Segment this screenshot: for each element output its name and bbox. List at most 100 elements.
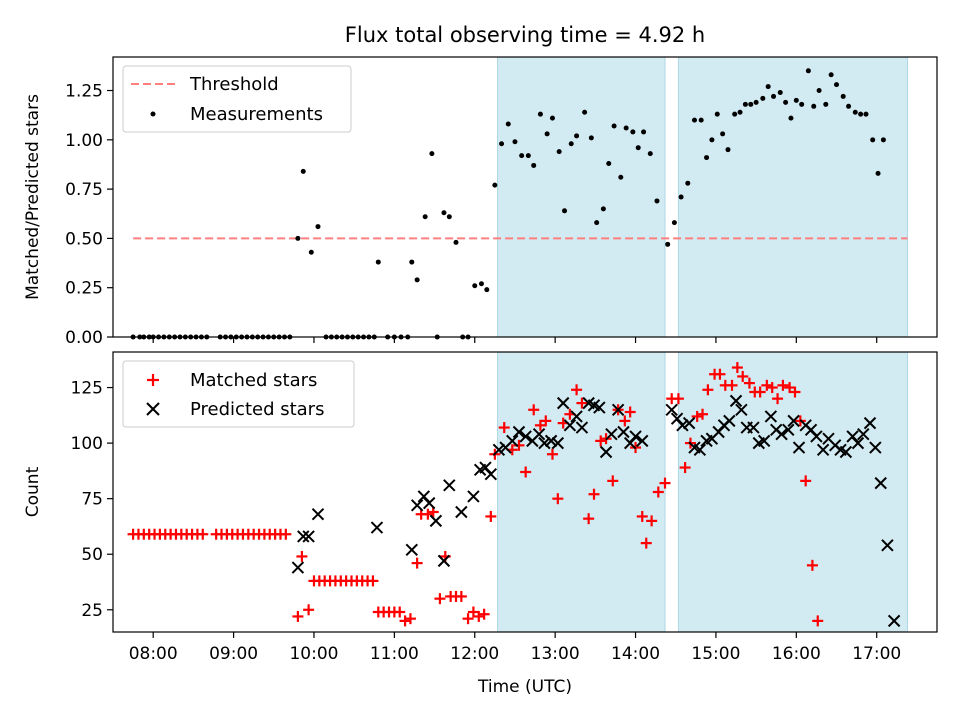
- predicted-star-point: [782, 423, 795, 436]
- bottom-axes: 25 50 75 100 125 08:00 09:00 10:00 11:00 12:00 13:…: [71, 351, 938, 664]
- x-tick-label: 13:00: [531, 644, 580, 664]
- matched-star-point: [367, 575, 379, 587]
- x-tick-label: 11:00: [370, 644, 419, 664]
- measurement-point: [788, 115, 794, 121]
- measurement-point: [777, 89, 783, 95]
- top-shaded-interval: [497, 56, 666, 338]
- matched-star-point: [462, 613, 474, 625]
- top-legend: Threshold Measurements: [122, 65, 352, 133]
- predicted-star-point: [887, 614, 901, 628]
- predicted-star-point: [682, 416, 696, 430]
- threshold-legend-label: Threshold: [189, 74, 279, 95]
- measurement-point: [720, 131, 726, 137]
- predicted-star-point: [467, 490, 480, 503]
- bot-y-tick-label: 50: [81, 545, 103, 565]
- measurement-point: [315, 224, 321, 230]
- predicted-star-point: [443, 479, 456, 492]
- predicted-star-point: [575, 421, 589, 434]
- measurement-point: [630, 129, 636, 135]
- matched-star-point: [726, 379, 738, 391]
- matched-star-point: [812, 615, 824, 627]
- matched-star-point: [455, 590, 467, 602]
- x-tick-label: 08:00: [129, 644, 178, 664]
- predicted-star-point: [422, 496, 436, 510]
- top-axes-frame: [112, 56, 938, 338]
- matched-star-point: [411, 557, 423, 569]
- matched-star-point: [731, 362, 743, 374]
- matched-star-point: [280, 528, 292, 540]
- measurement-point: [737, 109, 743, 115]
- measurement-point: [594, 220, 600, 226]
- measurement-point: [799, 101, 805, 107]
- matched-star-point: [498, 422, 510, 434]
- top-y-tick-label: 1.00: [65, 131, 103, 151]
- measurement-point: [531, 162, 537, 168]
- measurement-point: [691, 117, 697, 123]
- predicted-star-point: [863, 416, 877, 430]
- predicted-star-points: [291, 394, 901, 628]
- measurement-point: [446, 214, 452, 220]
- measurement-point: [771, 93, 777, 99]
- predicted-star-point: [593, 401, 606, 414]
- measurement-point: [422, 214, 428, 220]
- predicted-star-point: [857, 428, 870, 441]
- measurement-point: [805, 68, 811, 74]
- predicted-star-point: [729, 394, 743, 408]
- predicted-star-point: [544, 434, 558, 448]
- predicted-star-point: [723, 414, 736, 428]
- matched-star-point: [806, 559, 818, 571]
- predicted-star-point: [599, 445, 613, 459]
- measurement-point: [846, 103, 852, 109]
- predicted-star-point: [787, 414, 800, 428]
- matched-star-point: [394, 606, 406, 618]
- predicted-star-point: [484, 468, 498, 481]
- predicted-star-point: [775, 428, 788, 441]
- matched-star-point: [588, 488, 600, 500]
- top-shaded-intervals: [497, 56, 909, 338]
- bot-y-tick-label: 125: [71, 379, 103, 399]
- measurement-point: [441, 210, 447, 216]
- measurement-point: [499, 141, 505, 147]
- matched-star-point: [777, 379, 789, 391]
- measurement-point: [512, 139, 518, 145]
- measurement-point: [852, 109, 858, 115]
- measurement-point: [709, 137, 715, 143]
- measurement-point: [714, 111, 720, 117]
- matched-star-point: [789, 386, 801, 398]
- measurement-point: [793, 97, 799, 103]
- matched-star-point: [714, 368, 726, 380]
- top-y-tick-label: 0.00: [65, 328, 103, 348]
- x-tick-label: 17:00: [852, 644, 901, 664]
- predicted-star-point: [676, 419, 689, 432]
- predicted-star-point: [429, 514, 443, 528]
- matched-star-point: [702, 384, 714, 396]
- matched-star-point: [540, 415, 552, 427]
- top-axes: 0.00 0.25 0.50 0.75 1.00 1.25: [65, 56, 938, 348]
- predicted-star-point: [506, 434, 519, 448]
- predicted-star-point: [747, 421, 760, 434]
- x-tick-label: 12:00: [450, 644, 499, 664]
- measurement-point: [742, 101, 748, 107]
- matched-star-points: [127, 362, 824, 627]
- top-panel: 0.00 0.25 0.50 0.75 1.00 1.25 Matched/Predict…: [23, 56, 938, 348]
- measurement-point: [816, 88, 822, 94]
- measurement-point: [568, 141, 574, 147]
- measurement-point: [525, 153, 531, 159]
- measurement-point: [519, 153, 525, 159]
- measurement-point: [753, 99, 759, 105]
- x-axis-label: Time (UTC): [477, 677, 572, 697]
- measurement-point: [665, 241, 671, 247]
- bottom-panel: 25 50 75 100 125 08:00 09:00 10:00 11:00 12:00 13:…: [23, 351, 938, 697]
- predicted-star-point: [839, 445, 853, 459]
- matched-star-point: [636, 510, 648, 522]
- matched-star-point: [679, 462, 691, 474]
- measurement-point: [725, 147, 731, 153]
- measurement-point: [834, 82, 840, 88]
- matched-star-point: [624, 406, 636, 418]
- figure-title: Flux total observing time = 4.92 h: [345, 23, 705, 47]
- matched-star-point: [672, 393, 684, 405]
- measurement-point: [875, 170, 881, 176]
- measurement-point: [600, 206, 606, 212]
- measurement-point: [562, 208, 568, 214]
